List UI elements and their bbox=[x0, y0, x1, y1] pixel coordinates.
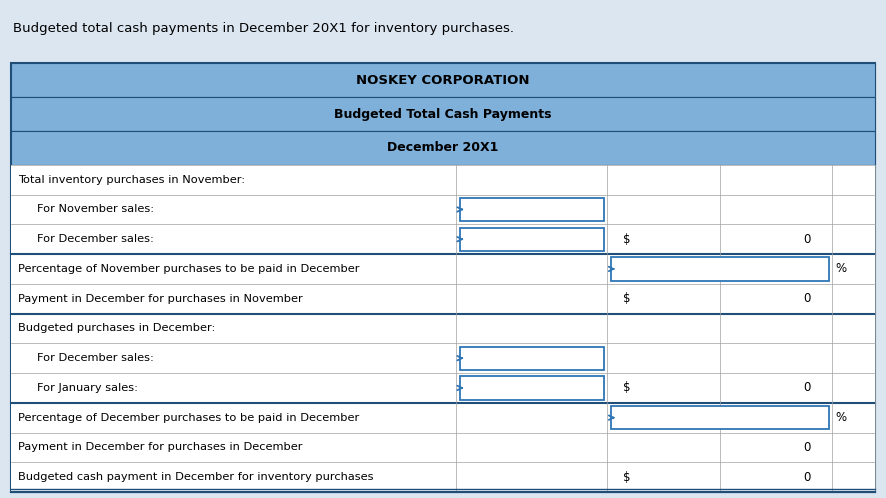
Bar bbox=[11, 165, 875, 195]
Text: Budgeted Total Cash Payments: Budgeted Total Cash Payments bbox=[334, 108, 552, 121]
Bar bbox=[11, 373, 875, 403]
Bar bbox=[11, 97, 875, 131]
Bar bbox=[11, 403, 875, 433]
Text: Payment in December for purchases in November: Payment in December for purchases in Nov… bbox=[18, 294, 302, 304]
Text: For January sales:: For January sales: bbox=[37, 383, 138, 393]
Text: $: $ bbox=[623, 292, 631, 305]
Bar bbox=[11, 284, 875, 314]
Text: 0: 0 bbox=[804, 292, 811, 305]
Text: Budgeted purchases in December:: Budgeted purchases in December: bbox=[18, 323, 215, 334]
Bar bbox=[610, 406, 828, 429]
Text: $: $ bbox=[623, 381, 631, 394]
Text: Budgeted total cash payments in December 20X1 for inventory purchases.: Budgeted total cash payments in December… bbox=[13, 22, 514, 35]
Bar bbox=[460, 198, 603, 221]
Text: 0: 0 bbox=[804, 233, 811, 246]
Bar bbox=[11, 63, 875, 492]
Text: NOSKEY CORPORATION: NOSKEY CORPORATION bbox=[356, 74, 530, 87]
Bar bbox=[11, 224, 875, 254]
Bar bbox=[460, 376, 603, 399]
Bar bbox=[11, 63, 875, 97]
Bar bbox=[11, 195, 875, 224]
Bar bbox=[11, 343, 875, 373]
Text: Payment in December for purchases in December: Payment in December for purchases in Dec… bbox=[18, 442, 302, 452]
Bar bbox=[11, 462, 875, 492]
Bar bbox=[11, 314, 875, 343]
Text: $: $ bbox=[623, 233, 631, 246]
Text: For December sales:: For December sales: bbox=[37, 353, 154, 363]
Bar bbox=[460, 347, 603, 370]
Text: %: % bbox=[835, 411, 847, 424]
Bar bbox=[11, 131, 875, 165]
Bar bbox=[460, 228, 603, 251]
Text: $: $ bbox=[623, 471, 631, 484]
Text: %: % bbox=[835, 262, 847, 275]
Bar bbox=[610, 257, 828, 280]
Bar bbox=[11, 254, 875, 284]
Text: Budgeted cash payment in December for inventory purchases: Budgeted cash payment in December for in… bbox=[18, 472, 373, 482]
Bar bbox=[0, 0, 886, 57]
Text: Percentage of November purchases to be paid in December: Percentage of November purchases to be p… bbox=[18, 264, 359, 274]
Text: For December sales:: For December sales: bbox=[37, 234, 154, 244]
Text: 0: 0 bbox=[804, 441, 811, 454]
Bar bbox=[11, 433, 875, 462]
Text: 0: 0 bbox=[804, 381, 811, 394]
Text: December 20X1: December 20X1 bbox=[387, 141, 499, 154]
Text: Percentage of December purchases to be paid in December: Percentage of December purchases to be p… bbox=[18, 413, 359, 423]
Text: For November sales:: For November sales: bbox=[37, 205, 154, 215]
Text: Total inventory purchases in November:: Total inventory purchases in November: bbox=[18, 175, 245, 185]
Text: 0: 0 bbox=[804, 471, 811, 484]
